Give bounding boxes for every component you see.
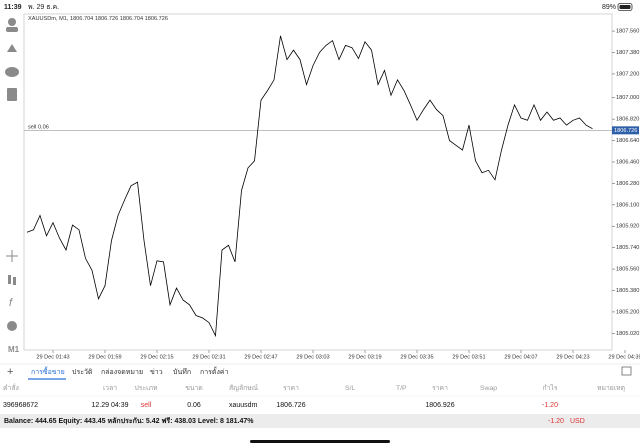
y-tick-label: 1806.460 — [616, 159, 639, 165]
x-tick-label: 29 Dec 01:59 — [88, 354, 121, 360]
table-cell: 12.29 04:39 — [92, 402, 129, 409]
y-tick-label: 1807.380 — [616, 50, 639, 56]
x-tick-label: 29 Dec 02:47 — [244, 354, 277, 360]
y-tick-label: 1805.920 — [616, 224, 639, 230]
column-header: คำสั่ง — [3, 383, 19, 392]
doc-icon[interactable] — [7, 88, 17, 101]
column-header: เวลา — [103, 385, 117, 392]
column-header: สัญลักษณ์ — [229, 384, 259, 392]
layout-icon[interactable] — [621, 366, 632, 376]
total-profit: -1.20 — [548, 418, 564, 425]
column-header: T/P — [396, 385, 407, 392]
table-cell: sell — [141, 402, 152, 409]
column-header: ราคา — [432, 385, 448, 392]
column-header: หมายเหตุ — [597, 385, 625, 392]
candles-icon[interactable] — [8, 275, 11, 284]
y-tick-label: 1805.560 — [616, 267, 639, 273]
footer-bar — [0, 414, 640, 428]
indicator-icon[interactable]: f — [9, 297, 13, 309]
tab[interactable]: การซื้อขาย — [31, 365, 65, 376]
candles-icon-2 — [13, 277, 16, 285]
toolbar: f — [5, 18, 19, 331]
table-cell: 1806.726 — [276, 402, 305, 409]
battery-icon — [617, 3, 633, 11]
y-tick-label: 1806.820 — [616, 117, 639, 123]
y-tick-label: 1807.200 — [616, 71, 639, 77]
timeframe-button[interactable]: M1 — [8, 345, 20, 354]
trade-icon[interactable] — [7, 44, 17, 52]
x-tick-label: 29 Dec 02:31 — [192, 354, 225, 360]
y-tick-label: 1806.640 — [616, 138, 639, 144]
price-line-series — [26, 35, 593, 338]
account-summary: Balance: 444.65 Equity: 443.45 หลักประกั… — [4, 417, 254, 425]
x-tick-label: 29 Dec 04:07 — [504, 354, 537, 360]
column-header: Swap — [480, 385, 497, 392]
x-tick-label: 29 Dec 02:15 — [140, 354, 173, 360]
y-tick-label: 1805.380 — [616, 288, 639, 294]
chart-title: XAUUSDm, M1, 1806.704 1806.726 1806.704 … — [28, 16, 168, 22]
y-tick-label: 1807.000 — [616, 95, 639, 101]
price-tag — [612, 126, 639, 135]
status-time: 11:39 — [4, 4, 22, 11]
x-tick-label: 29 Dec 03:35 — [400, 354, 433, 360]
order-label: sell 0.06 — [28, 124, 49, 130]
y-tick-label: 1805.200 — [616, 309, 639, 315]
x-tick-label: 29 Dec 03:19 — [348, 354, 381, 360]
table-cell: 1806.926 — [425, 402, 454, 409]
account-icon[interactable] — [8, 18, 16, 26]
column-header: กำไร — [542, 384, 557, 392]
table-cell: 396968672 — [3, 402, 38, 409]
y-tick-label: 1806.100 — [616, 202, 639, 208]
price-tag-label: 1806.726 — [614, 128, 637, 134]
column-header: S/L — [345, 385, 355, 392]
objects-icon[interactable] — [7, 321, 17, 331]
battery-text: 89% — [602, 4, 616, 11]
home-indicator — [250, 440, 390, 443]
tab[interactable]: กล่องจดหมาย — [101, 369, 143, 376]
y-tick-label: 1806.280 — [616, 181, 639, 187]
tab[interactable]: ข่าว — [150, 369, 163, 376]
table-cell: 0.06 — [187, 402, 201, 409]
add-button[interactable]: + — [7, 366, 13, 378]
y-tick-label: 1805.740 — [616, 245, 639, 251]
currency: USD — [570, 418, 585, 425]
tab[interactable]: บันทึก — [173, 367, 191, 376]
table-cell: xauusdm — [229, 402, 258, 409]
table-cell: -1.20 — [542, 402, 558, 409]
x-tick-label: 29 Dec 04:23 — [556, 354, 589, 360]
column-header: ราคา — [283, 385, 299, 392]
x-tick-label: 29 Dec 01:43 — [36, 354, 69, 360]
plot-frame — [23, 13, 613, 351]
column-header: ขนาด — [185, 385, 203, 392]
battery-level — [619, 5, 631, 9]
x-tick-label: 29 Dec 03:03 — [296, 354, 329, 360]
status-date: พ. 29 ธ.ค. — [28, 4, 59, 11]
y-tick-label: 1807.560 — [616, 29, 639, 35]
column-header: ประเภท — [135, 385, 158, 392]
y-tick-label: 1805.020 — [616, 331, 639, 337]
chat-icon[interactable] — [5, 67, 19, 77]
tab[interactable]: การตั้งค่า — [200, 365, 229, 376]
x-tick-label: 29 Dec 04:39 — [608, 354, 640, 360]
account-icon-body — [6, 27, 18, 32]
x-tick-label: 29 Dec 03:51 — [452, 354, 485, 360]
tab[interactable]: ประวัติ — [72, 368, 93, 376]
